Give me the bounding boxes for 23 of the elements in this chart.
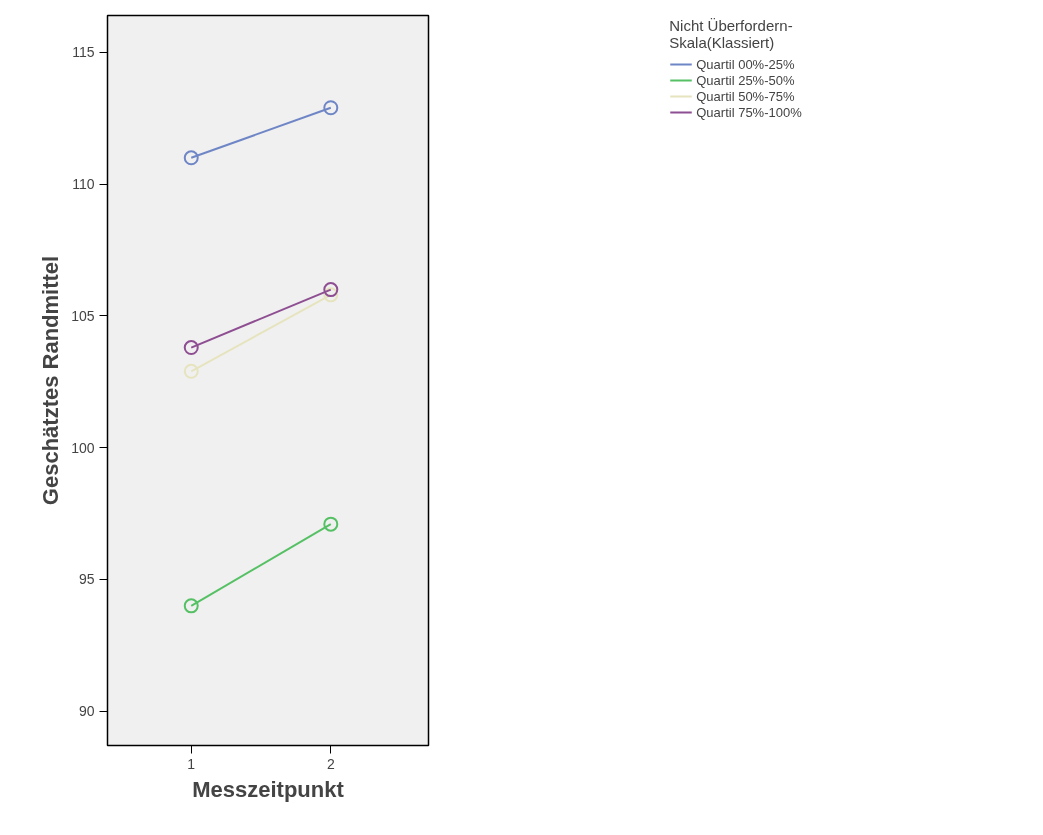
point bbox=[323, 516, 339, 532]
point bbox=[323, 100, 339, 116]
y-tick-label: 115 bbox=[72, 44, 95, 61]
legend-label: Quartil 50%-75% bbox=[696, 88, 795, 104]
y-tick-label: 90 bbox=[78, 703, 95, 720]
point bbox=[183, 340, 199, 356]
point bbox=[183, 363, 199, 379]
point bbox=[183, 150, 199, 166]
legend-label: Quartil 75%-100% bbox=[696, 104, 802, 120]
y-tick-label: 100 bbox=[71, 439, 95, 456]
x-tick-label: 2 bbox=[326, 755, 335, 772]
legend-label: Quartil 00%-25% bbox=[696, 56, 795, 72]
x-tick-label: 1 bbox=[187, 755, 196, 772]
y-axis-title: Geschätztes Randmittel bbox=[38, 255, 64, 506]
legend-label: Quartil 25%-50% bbox=[696, 72, 795, 88]
point bbox=[323, 287, 339, 303]
point bbox=[323, 282, 339, 298]
point bbox=[183, 598, 199, 614]
y-tick-label: 95 bbox=[78, 571, 95, 588]
x-axis-title: Messzeitpunkt bbox=[192, 776, 345, 802]
legend-title: Nicht Überfordern- Skala(Klassiert) bbox=[669, 17, 794, 51]
y-tick-label: 110 bbox=[72, 176, 95, 193]
y-tick-label: 105 bbox=[71, 307, 95, 324]
